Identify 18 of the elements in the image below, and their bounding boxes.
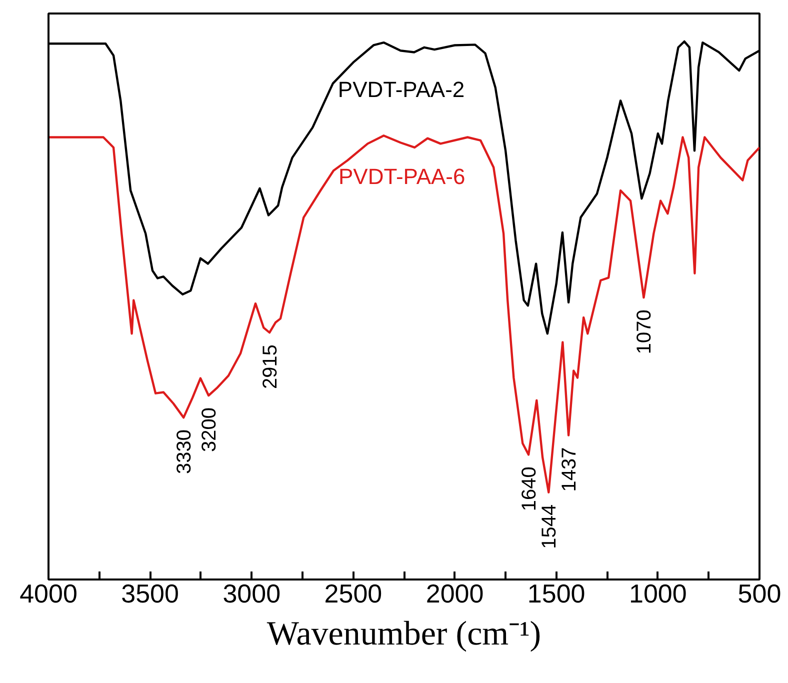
series-label: PVDT-PAA-6 xyxy=(338,164,466,190)
x-tick-label: 2500 xyxy=(324,578,382,608)
annotation: 3200 xyxy=(198,407,221,452)
x-tick-label: 3500 xyxy=(121,578,179,608)
x-axis-title: Wavenumber (cm⁻¹) xyxy=(266,616,542,652)
x-tick-label: 1500 xyxy=(527,578,586,608)
x-tick-label: 4000 xyxy=(20,578,78,608)
x-tick-label: 1000 xyxy=(629,578,687,608)
x-tick-label: 3000 xyxy=(222,578,281,608)
annotation: 1640 xyxy=(518,466,541,512)
annotation: 1437 xyxy=(558,447,581,492)
x-tick-label: 2000 xyxy=(426,578,484,608)
x-tick-label: 500 xyxy=(738,578,782,608)
series-label: PVDT-PAA-2 xyxy=(338,76,465,102)
annotation: 2915 xyxy=(260,344,282,390)
annotation: 3330 xyxy=(174,430,196,474)
annotation: 1070 xyxy=(634,310,656,354)
annotation: 1544 xyxy=(538,504,561,549)
